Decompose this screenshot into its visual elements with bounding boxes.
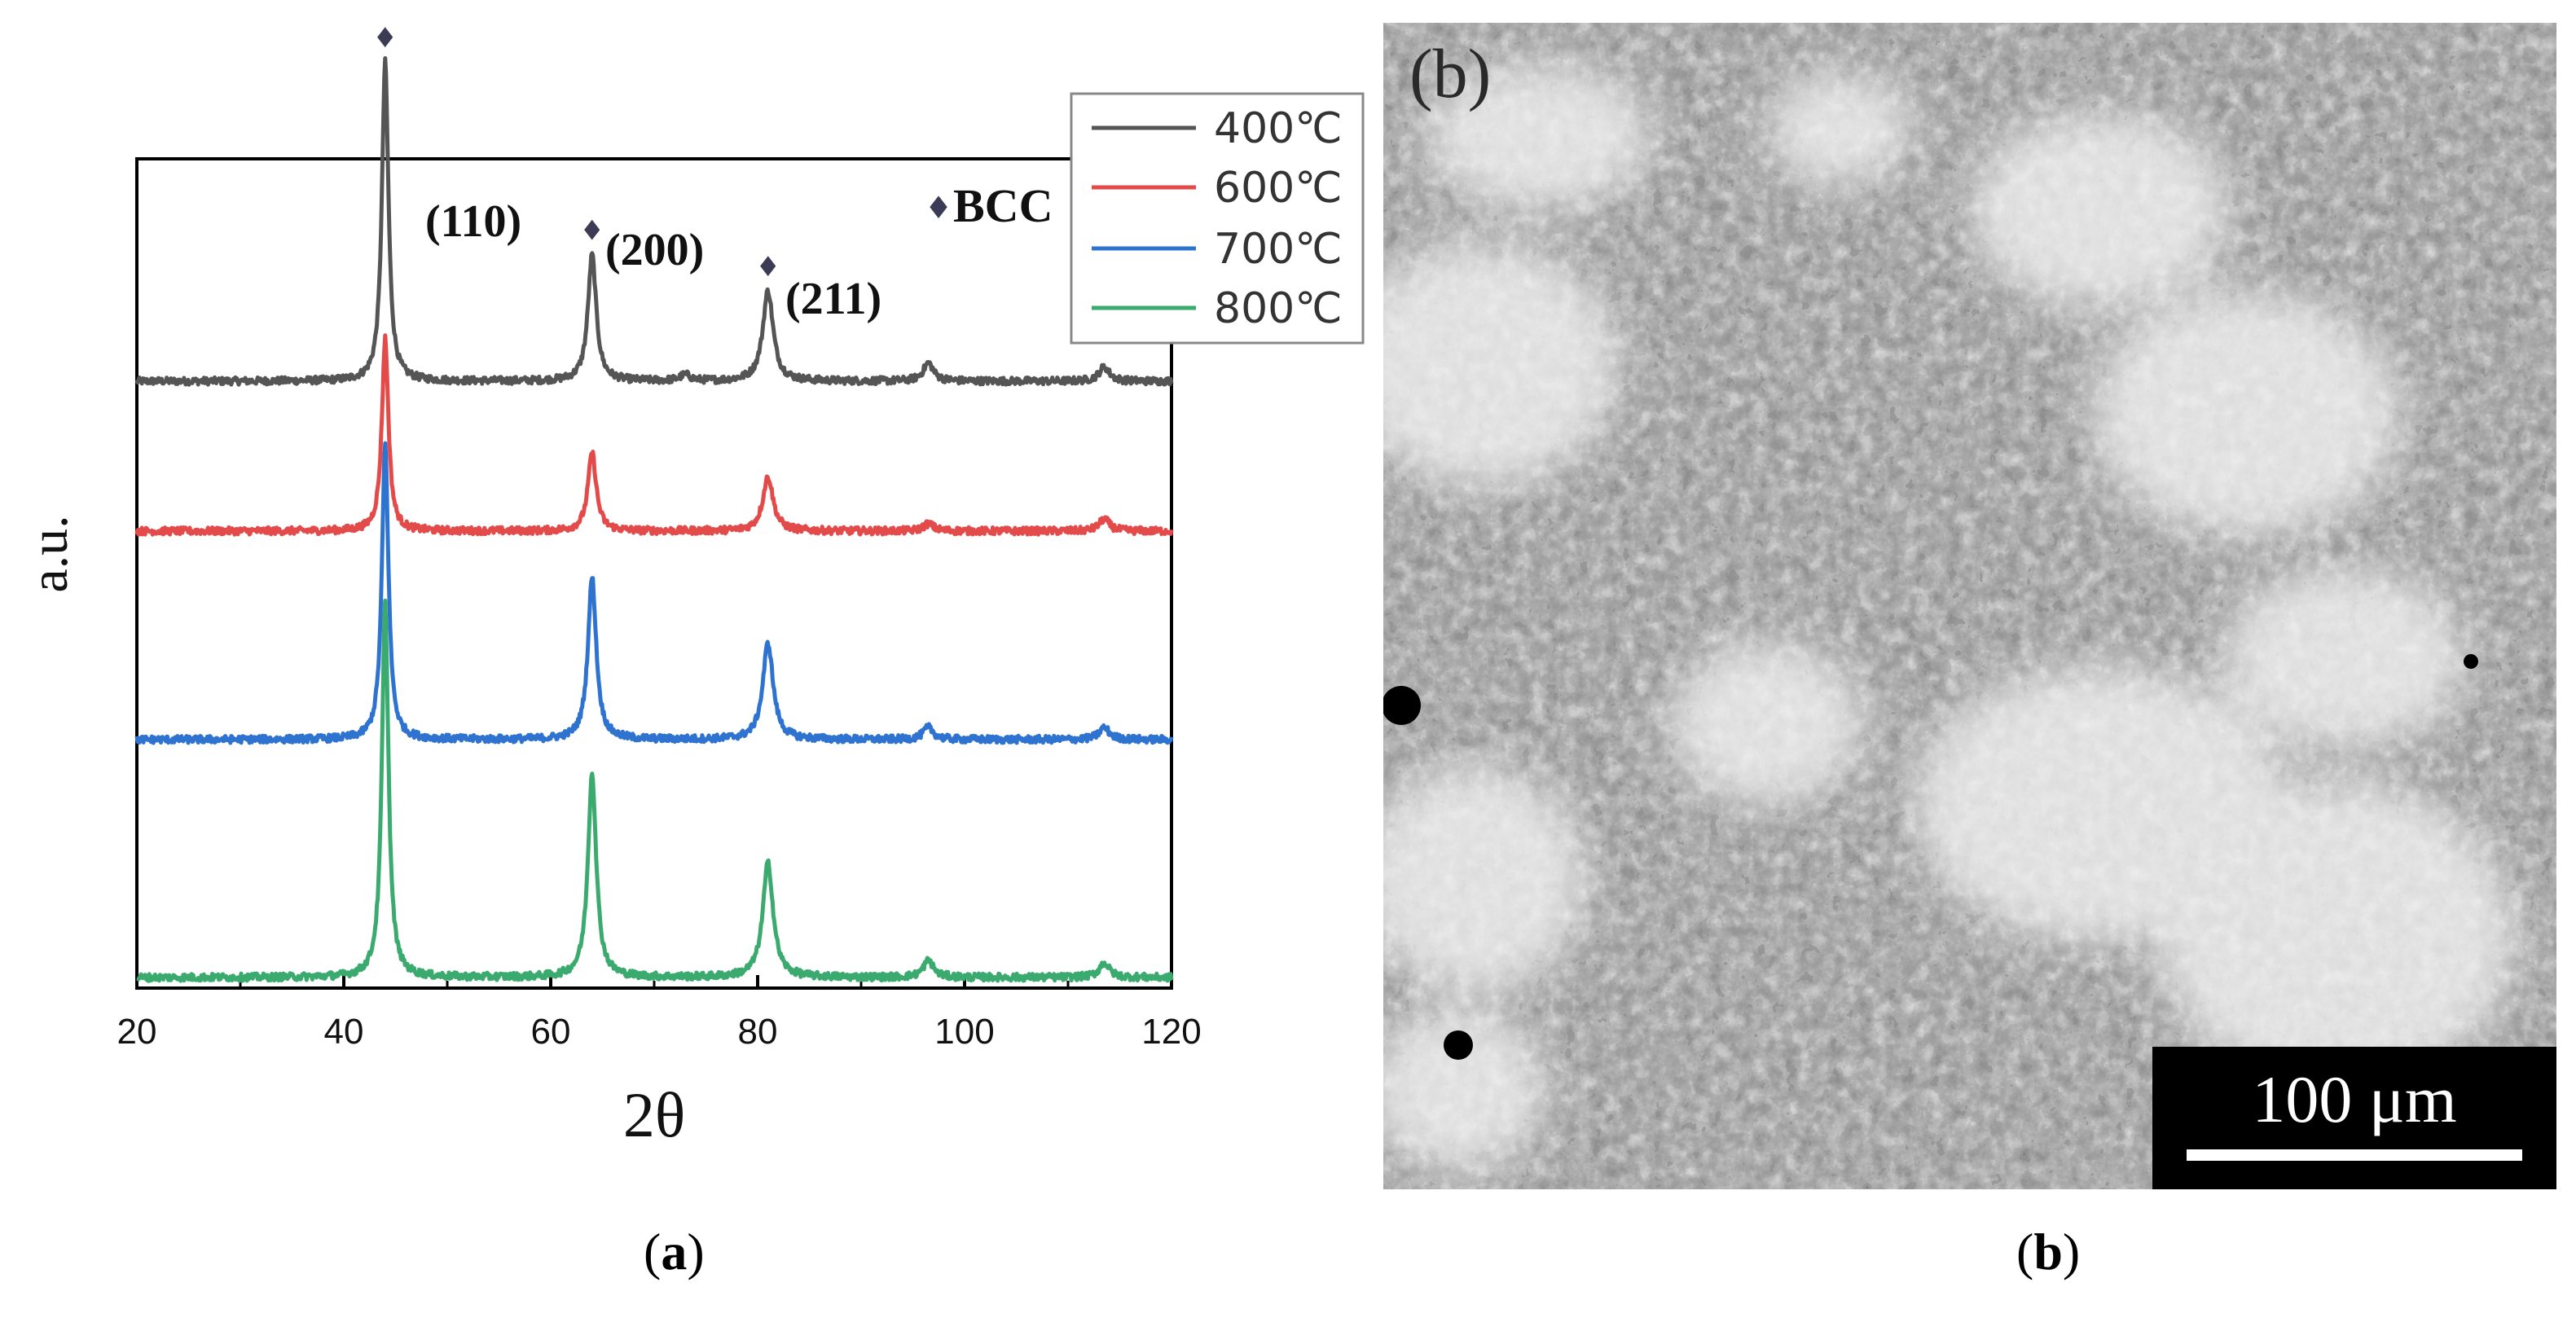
series-line-0 bbox=[134, 56, 1174, 387]
peak-marker-icon: ♦ bbox=[580, 215, 604, 248]
micrograph-panel: (b) 100 μm bbox=[1383, 23, 2556, 1189]
y-axis-label: a.u. bbox=[20, 515, 79, 592]
caption-b-letter: b bbox=[2033, 1223, 2063, 1281]
caption-a: (a) bbox=[644, 1223, 705, 1281]
series-line-1 bbox=[134, 333, 1174, 537]
peak-marker-icon: ♦ bbox=[373, 22, 398, 55]
peak-marker-icon: ♦ bbox=[755, 251, 780, 283]
scale-bar-label: 100 μm bbox=[2252, 1062, 2457, 1136]
peak-label-211: (211) bbox=[785, 274, 881, 324]
x-tick-label: 100 bbox=[934, 1012, 994, 1052]
x-axis-label: 2θ bbox=[623, 1079, 685, 1150]
legend-label-700: 700℃ bbox=[1214, 225, 1343, 274]
x-tick-label: 80 bbox=[738, 1012, 778, 1052]
series-line-3 bbox=[135, 598, 1174, 983]
x-ticks: 20 40 60 80 100 120 bbox=[117, 975, 1202, 1052]
series-legend: 400℃ 600℃ 700℃ 800℃ bbox=[1070, 92, 1365, 345]
x-tick-label: 120 bbox=[1141, 1012, 1201, 1052]
scale-bar-line bbox=[2187, 1149, 2522, 1161]
peak-label-110: (110) bbox=[425, 196, 521, 247]
bcc-marker-icon: ♦ bbox=[925, 190, 952, 226]
series-layer bbox=[134, 56, 1174, 983]
caption-a-letter: a bbox=[661, 1223, 688, 1281]
peak-label-200: (200) bbox=[605, 225, 704, 275]
bcc-legend-label: BCC bbox=[953, 179, 1053, 232]
x-tick-label: 40 bbox=[324, 1012, 364, 1052]
panel-b-tag: (b) bbox=[1409, 34, 1492, 112]
peak-markers: ♦ ♦ ♦ bbox=[373, 22, 780, 283]
x-tick-label: 60 bbox=[531, 1012, 571, 1052]
legend-label-800: 800℃ bbox=[1214, 284, 1343, 333]
series-line-2 bbox=[134, 441, 1174, 745]
plot-frame bbox=[135, 157, 1173, 990]
x-tick-label: 20 bbox=[117, 1012, 157, 1052]
legend-box bbox=[1070, 92, 1365, 345]
caption-b: (b) bbox=[2016, 1223, 2081, 1281]
scale-bar: 100 μm bbox=[2152, 1047, 2556, 1189]
micrograph-image bbox=[1383, 23, 2556, 1189]
legend-label-600: 600℃ bbox=[1214, 164, 1343, 213]
legend-label-400: 400℃ bbox=[1214, 104, 1343, 153]
